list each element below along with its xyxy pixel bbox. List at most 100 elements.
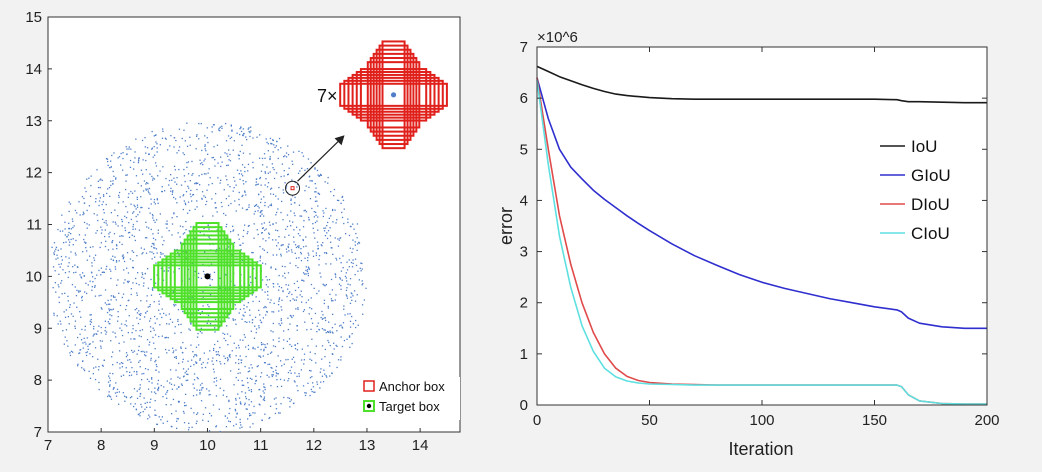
scatter-point — [263, 348, 265, 350]
scatter-point — [214, 327, 216, 329]
scatter-point — [132, 228, 134, 230]
scatter-point — [269, 405, 272, 407]
scatter-point — [329, 344, 331, 347]
scatter-point — [122, 258, 124, 260]
legend-box — [360, 377, 460, 420]
scatter-point — [201, 198, 203, 200]
scatter-point — [172, 398, 175, 401]
scatter-point — [334, 323, 336, 325]
scatter-point — [156, 199, 159, 201]
scatter-point — [195, 354, 197, 356]
scatter-point — [194, 354, 196, 356]
scatter-point — [278, 285, 280, 288]
scatter-point — [346, 269, 349, 271]
scatter-point — [288, 378, 290, 380]
scatter-point — [331, 209, 334, 212]
scatter-point — [342, 255, 344, 257]
zoom-arrow — [297, 138, 341, 182]
scatter-point — [94, 295, 97, 297]
scatter-point — [191, 200, 193, 202]
scatter-point — [174, 198, 177, 200]
scatter-point — [89, 314, 91, 316]
scatter-point — [308, 216, 310, 219]
box-outline — [180, 242, 235, 311]
scatter-point — [214, 207, 217, 209]
scatter-point — [305, 269, 307, 272]
x-tick-label: 200 — [974, 412, 999, 429]
scatter-point — [324, 317, 326, 319]
scatter-point — [290, 225, 292, 227]
scatter-point — [150, 391, 153, 393]
scatter-point — [198, 138, 200, 140]
scatter-point — [128, 280, 130, 282]
scatter-point — [360, 270, 362, 272]
scatter-point — [117, 225, 119, 227]
scatter-point — [248, 204, 250, 206]
scatter-point — [278, 297, 281, 299]
scatter-point — [106, 303, 108, 306]
scatter-point — [145, 189, 147, 191]
scatter-point — [211, 182, 213, 185]
scatter-point — [299, 170, 301, 172]
scatter-point — [335, 276, 337, 278]
scatter-point — [110, 180, 112, 182]
scatter-point — [149, 416, 151, 418]
scatter-point — [170, 174, 172, 176]
scatter-point — [52, 287, 54, 289]
scatter-point — [63, 343, 65, 345]
scatter-point — [79, 290, 81, 292]
scatter-point — [126, 252, 129, 254]
scatter-point — [294, 361, 296, 363]
scatter-point — [238, 358, 240, 361]
scatter-point — [107, 249, 110, 251]
scatter-point — [239, 427, 241, 429]
scatter-point — [297, 390, 299, 392]
scatter-point — [219, 346, 221, 349]
scatter-point — [136, 371, 138, 373]
scatter-point — [210, 415, 213, 417]
scatter-point — [157, 175, 159, 177]
scatter-point — [192, 395, 195, 397]
scatter-point — [145, 183, 147, 185]
scatter-point — [153, 242, 155, 245]
scatter-point — [147, 182, 149, 185]
scatter-point — [152, 327, 154, 329]
scatter-point — [283, 330, 285, 332]
scatter-point — [319, 387, 321, 389]
scatter-point — [209, 393, 211, 396]
scatter-point — [312, 227, 314, 229]
scatter-point — [90, 318, 92, 321]
scatter-point — [116, 391, 118, 394]
scatter-point — [302, 272, 305, 274]
scatter-point — [137, 162, 140, 164]
line-plot-area — [537, 47, 987, 405]
scatter-point — [75, 271, 77, 273]
scatter-point — [318, 264, 320, 266]
scatter-point — [273, 177, 276, 180]
box-outline — [351, 73, 436, 116]
scatter-point — [72, 244, 74, 246]
scatter-point — [311, 338, 313, 340]
scatter-point — [156, 423, 158, 425]
scatter-point — [281, 163, 283, 165]
scatter-point — [130, 338, 132, 340]
scatter-point — [269, 301, 271, 304]
scatter-point — [124, 400, 126, 402]
scatter-point — [232, 190, 234, 192]
scatter-point — [176, 183, 178, 185]
scatter-point — [146, 226, 148, 228]
scatter-point — [258, 194, 260, 196]
y-tick-label: 2 — [520, 295, 528, 312]
scatter-point — [75, 239, 77, 242]
legend-label-ciou: CIoU — [911, 224, 950, 243]
scatter-point — [241, 384, 243, 386]
scatter-point — [229, 153, 231, 156]
scatter-point — [165, 393, 167, 395]
scatter-point — [115, 177, 117, 179]
scatter-point — [291, 293, 293, 296]
scatter-point — [172, 352, 174, 354]
scatter-point — [119, 367, 121, 369]
scatter-point — [164, 337, 166, 339]
scatter-point — [161, 316, 163, 319]
scatter-point — [294, 344, 296, 346]
